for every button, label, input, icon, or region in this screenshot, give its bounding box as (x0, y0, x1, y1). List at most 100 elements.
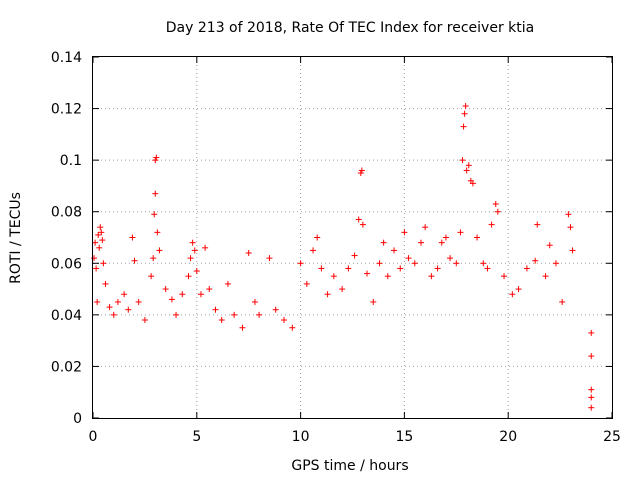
y-tick-label: 0.12 (51, 102, 82, 118)
x-tick-label: 0 (89, 429, 98, 445)
data-point (310, 247, 317, 254)
data-point (131, 257, 138, 264)
data-point (397, 265, 404, 272)
data-point (355, 216, 362, 223)
y-tick-label: 0.1 (60, 153, 82, 169)
data-point (422, 224, 429, 231)
data-point (187, 255, 194, 262)
data-point (523, 265, 530, 272)
x-tick-label: 15 (395, 429, 413, 445)
data-point (212, 306, 219, 313)
data-point (95, 231, 102, 238)
data-point (462, 102, 469, 109)
data-point (151, 211, 158, 218)
data-point (106, 304, 113, 311)
data-point (588, 386, 595, 393)
data-point (411, 260, 418, 267)
data-point (457, 229, 464, 236)
data-point (93, 265, 100, 272)
data-point (384, 273, 391, 280)
data-point (509, 291, 516, 298)
y-tick-label: 0.14 (51, 50, 82, 66)
data-point (588, 353, 595, 360)
data-point (206, 286, 213, 293)
data-point (391, 247, 398, 254)
data-point (150, 255, 157, 262)
data-point (380, 239, 387, 246)
data-point (546, 242, 553, 249)
data-point (280, 317, 287, 324)
data-point (359, 221, 366, 228)
data-point (318, 265, 325, 272)
data-point (272, 306, 279, 313)
data-point (534, 221, 541, 228)
grid (93, 57, 612, 418)
data-point (405, 255, 412, 262)
data-point (98, 229, 105, 236)
data-point (191, 247, 198, 254)
data-point (370, 298, 377, 305)
data-point (345, 265, 352, 272)
data-point (97, 224, 104, 231)
data-point (588, 404, 595, 411)
data-point (438, 239, 445, 246)
data-point (197, 291, 204, 298)
data-point (357, 170, 364, 177)
data-point (256, 311, 263, 318)
data-point (179, 291, 186, 298)
data-point (162, 286, 169, 293)
data-point (224, 280, 231, 287)
data-point (148, 273, 155, 280)
data-point (152, 157, 159, 164)
y-tick-label: 0.02 (51, 359, 82, 375)
data-point (239, 324, 246, 331)
data-point (154, 229, 161, 236)
data-point (428, 273, 435, 280)
data-point (189, 239, 196, 246)
data-point (314, 234, 321, 241)
data-point (303, 280, 310, 287)
data-point (218, 317, 225, 324)
data-point (469, 180, 476, 187)
y-tick-label: 0.06 (51, 256, 82, 272)
data-point (542, 273, 549, 280)
plot-frame (92, 56, 613, 419)
data-points (91, 102, 595, 411)
data-point (484, 265, 491, 272)
data-point (173, 311, 180, 318)
data-point (588, 329, 595, 336)
data-point (94, 298, 101, 305)
data-point (465, 162, 472, 169)
x-tick-label: 10 (292, 429, 310, 445)
y-tick-label: 0.04 (51, 308, 82, 324)
data-point (501, 273, 508, 280)
data-point (358, 167, 365, 174)
x-axis-label: GPS time / hours (291, 458, 408, 474)
data-point (100, 260, 107, 267)
data-point (202, 244, 209, 251)
data-point (231, 311, 238, 318)
x-tick-label: 20 (499, 429, 517, 445)
data-point (141, 317, 148, 324)
data-point (351, 252, 358, 259)
data-point (125, 306, 132, 313)
data-point (376, 260, 383, 267)
data-point (474, 234, 481, 241)
data-point (96, 244, 103, 251)
data-point (488, 221, 495, 228)
data-point (401, 229, 408, 236)
data-point (364, 270, 371, 277)
data-point (447, 255, 454, 262)
data-point (532, 257, 539, 264)
axis-ticks: 0 5 10 15 20 25 0 0.02 0.04 0.06 0.08 0.1 0.12 0.14 (51, 50, 621, 445)
data-point (266, 255, 273, 262)
data-point (92, 239, 99, 246)
data-point (324, 291, 331, 298)
data-point (121, 291, 128, 298)
data-point (459, 157, 466, 164)
data-point (297, 260, 304, 267)
data-point (168, 296, 175, 303)
data-point (129, 234, 136, 241)
data-point (494, 208, 501, 215)
data-point (185, 273, 192, 280)
